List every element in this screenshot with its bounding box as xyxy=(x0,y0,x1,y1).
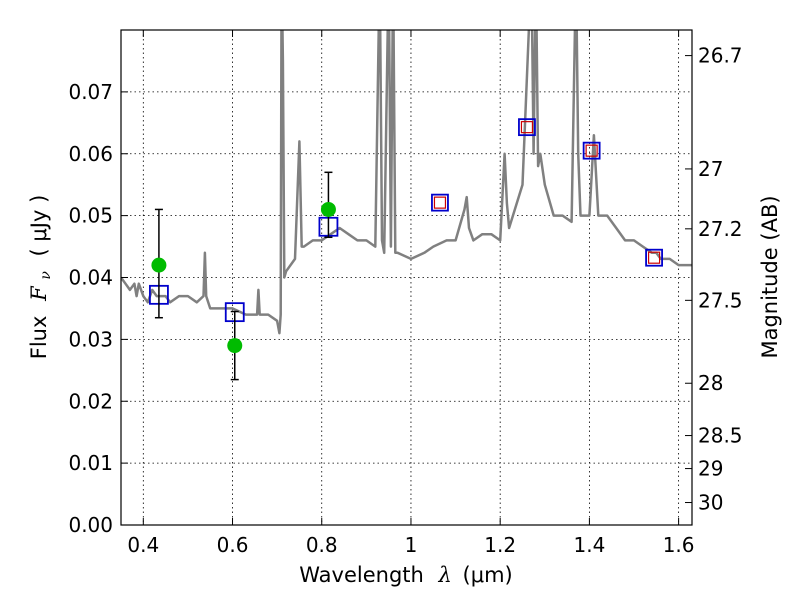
y2-tick-label: 30 xyxy=(698,491,723,515)
y2-tick-labels: 26.7 27 27.2 27.5 28 28.5 29 30 xyxy=(698,44,743,515)
x-tick-labels: 0.4 0.6 0.8 1 1.2 1.4 1.6 xyxy=(127,533,694,557)
x-axis-label-text: Wavelength xyxy=(299,563,424,587)
observed-point xyxy=(227,338,243,354)
x-tick-label: 1 xyxy=(405,533,418,557)
x-tick-label: 0.4 xyxy=(127,533,159,557)
y-tick-labels: 0.00 0.01 0.02 0.03 0.04 0.05 0.06 0.07 xyxy=(68,80,113,537)
y-tick-label: 0.02 xyxy=(68,389,113,413)
y2-tick-label: 28.5 xyxy=(698,424,743,448)
observed-point xyxy=(320,201,336,217)
y2-tick-label: 27.5 xyxy=(698,288,743,312)
y-axis-label-symbol: F xyxy=(27,285,51,302)
model-photometry-inner-square xyxy=(520,121,534,134)
tick-marks xyxy=(121,30,692,526)
y-axis-label-symbol-sub: ν xyxy=(38,271,54,280)
y2-tick-label: 26.7 xyxy=(698,44,743,68)
y-tick-label: 0.07 xyxy=(68,80,113,104)
x-tick-label: 0.6 xyxy=(217,533,249,557)
x-tick-label: 1.6 xyxy=(663,533,695,557)
y-tick-label: 0.03 xyxy=(68,327,113,351)
x-axis-label-symbol: λ xyxy=(438,563,452,587)
y2-tick-label: 29 xyxy=(698,457,723,481)
y-tick-label: 0.05 xyxy=(68,204,113,228)
model-photometry-inner-square xyxy=(433,196,447,209)
model-photometry-square xyxy=(431,193,449,212)
x-tick-label: 1.2 xyxy=(484,533,516,557)
grid xyxy=(121,30,692,526)
model-photometry-square xyxy=(645,248,663,267)
observed-point xyxy=(151,257,167,273)
x-tick-label: 1.4 xyxy=(573,533,605,557)
x-axis-label: Wavelength λ (μm) xyxy=(299,563,512,587)
y-tick-label: 0.01 xyxy=(68,451,113,475)
y-tick-label: 0.00 xyxy=(68,513,113,537)
x-tick-label: 0.8 xyxy=(306,533,338,557)
y2-tick-label: 27 xyxy=(698,157,723,181)
model-photometry-square xyxy=(582,141,601,160)
y-axis-label-unit: ( μJy ) xyxy=(27,195,51,257)
plot-content xyxy=(121,30,692,381)
y2-tick-label: 27.2 xyxy=(698,217,743,241)
y-tick-label: 0.04 xyxy=(68,266,113,290)
y2-tick-label: 28 xyxy=(698,371,723,395)
y2-axis-label: Magnitude (AB) xyxy=(758,195,782,358)
y-tick-label: 0.06 xyxy=(68,142,113,166)
model-photometry-inner-square xyxy=(647,251,661,264)
model-photometry-inner-square xyxy=(585,144,598,157)
model-photometry-square xyxy=(518,118,536,137)
y-axis-label: Flux F ν ( μJy ) xyxy=(27,195,55,360)
y-axis-label-text: Flux xyxy=(27,316,51,360)
x-axis-label-unit: (μm) xyxy=(463,563,513,587)
model-spectrum-line xyxy=(121,30,692,335)
